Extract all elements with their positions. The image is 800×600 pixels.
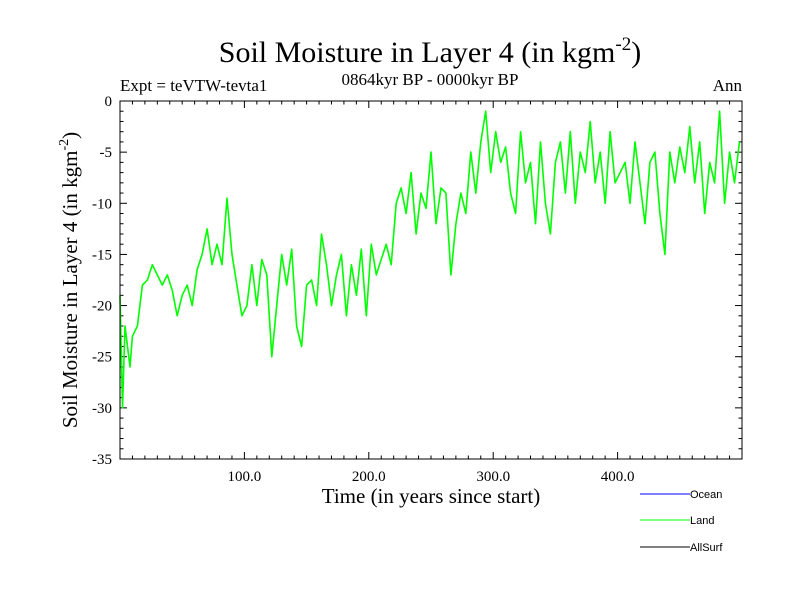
chart-title: Soil Moisture in Layer 4 (in kgm-2) [219, 34, 641, 69]
y-tick-label: 0 [105, 94, 113, 110]
season-label: Ann [713, 76, 743, 95]
experiment-label: Expt = teVTW-tevta1 [120, 76, 267, 95]
y-tick-label: -5 [100, 145, 113, 161]
x-tick-label: 300.0 [476, 469, 510, 485]
x-tick-label: 100.0 [228, 469, 262, 485]
y-axis-label-end: ) [58, 132, 82, 139]
legend-label-ocean: Ocean [690, 489, 722, 501]
x-tick-label: 400.0 [601, 469, 635, 485]
y-tick-label: -20 [92, 299, 112, 315]
x-tick-label: 200.0 [352, 469, 386, 485]
legend-label-land: Land [690, 515, 714, 527]
y-axis-ticks: 0 -5 -10 -15 -20 -25 -30 -35 [92, 94, 742, 468]
chart-title-superscript: -2 [615, 34, 631, 55]
x-axis-ticks: 100.0 200.0 300.0 400.0 [131, 101, 731, 485]
y-axis-label: Soil Moisture in Layer 4 (in kgm-2) [57, 132, 82, 428]
series-line-land [119, 110, 741, 409]
x-axis-label: Time (in years since start) [322, 484, 541, 508]
plot-frame [119, 100, 743, 460]
y-tick-label: -10 [92, 196, 112, 212]
y-tick-label: -35 [92, 452, 112, 468]
y-tick-label: -30 [92, 401, 112, 417]
time-range-label: 0864kyr BP - 0000kyr BP [342, 70, 519, 89]
legend: Ocean Land AllSurf [640, 489, 723, 554]
y-tick-label: -15 [92, 247, 112, 263]
series-layer [119, 110, 741, 409]
y-tick-label: -25 [92, 350, 112, 366]
chart-title-end: ) [631, 36, 641, 69]
legend-label-allsurf: AllSurf [690, 542, 723, 554]
y-axis-label-superscript: -2 [57, 139, 72, 151]
